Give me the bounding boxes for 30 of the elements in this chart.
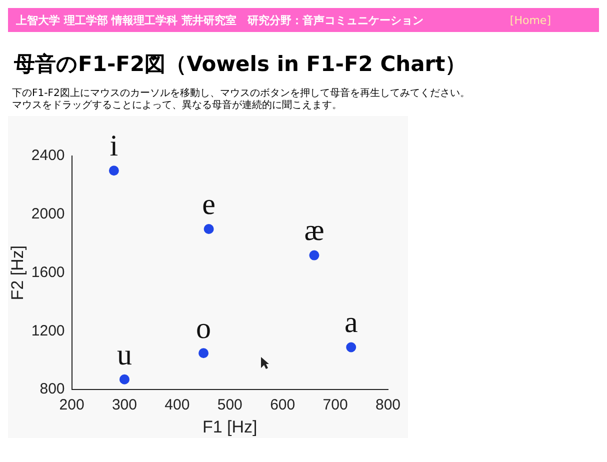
y-tick-label: 800: [40, 380, 65, 398]
point: [108, 166, 119, 176]
x-axis-title: F1 [Hz]: [202, 417, 258, 436]
x-tick-label: 200: [59, 396, 84, 414]
point: [198, 348, 209, 358]
annotation: æ: [304, 214, 324, 248]
x-tick-label: 700: [322, 396, 348, 414]
annotation: o: [196, 312, 212, 345]
chart-subtitle: 下のF1-F2図上にマウスのカーソルを移動し、マウスのボタンを押して母音を再生してみてください。マウスをドラッグすることによって、異なる母音が連続的に聞こえます。: [12, 88, 471, 112]
annotation: a: [344, 306, 358, 340]
annotation: i: [110, 129, 118, 162]
x-tick-label: 800: [375, 396, 401, 414]
point: [346, 342, 356, 352]
text: [Home]: [510, 14, 551, 26]
x-tick-label: 400: [164, 396, 190, 414]
annotation: u: [116, 338, 132, 372]
text: 上智大学 理工学部 情報理工学科 荒井研究室 研究分野：音声コミュニケーション: [16, 12, 424, 28]
y-tick-label: 1600: [31, 264, 65, 281]
y-tick-label: 2000: [31, 206, 65, 223]
x-tick-label: 300: [112, 396, 137, 414]
point: [119, 374, 130, 384]
point: [309, 250, 320, 260]
y-tick-label: 2400: [31, 147, 65, 164]
point: [204, 224, 214, 234]
y-tick-label: 1200: [31, 322, 65, 340]
chart-title: 母音のF1-F2図（Vowels in F1-F2 Chart）: [14, 51, 468, 78]
x-tick-label: 600: [270, 396, 296, 414]
y-axis-title: F2 [Hz]: [8, 245, 27, 300]
x-tick-label: 500: [217, 396, 242, 414]
annotation: e: [202, 188, 216, 221]
